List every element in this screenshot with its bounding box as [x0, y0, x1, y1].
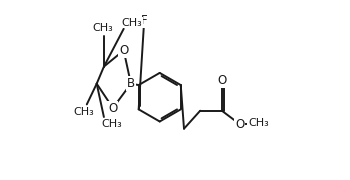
Text: O: O: [217, 74, 226, 87]
Text: O: O: [108, 102, 118, 114]
Text: CH₃: CH₃: [74, 107, 94, 117]
Text: B: B: [127, 77, 135, 90]
Text: CH₃: CH₃: [248, 118, 269, 128]
Text: CH₃: CH₃: [121, 17, 142, 28]
Text: CH₃: CH₃: [102, 119, 122, 129]
Text: CH₃: CH₃: [93, 23, 113, 33]
Text: F: F: [141, 14, 148, 27]
Text: O: O: [119, 44, 128, 57]
Text: O: O: [235, 118, 244, 131]
